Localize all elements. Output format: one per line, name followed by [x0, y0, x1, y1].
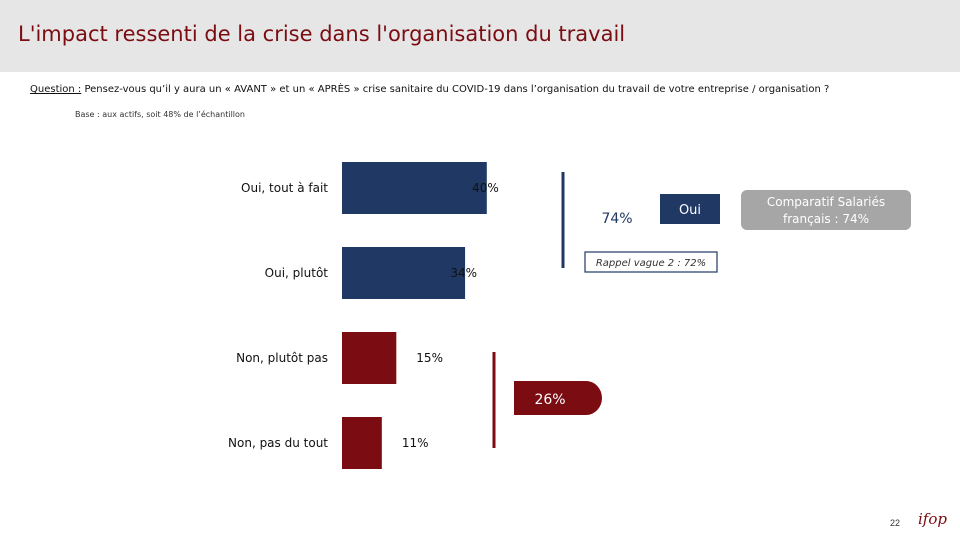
non-total-box [514, 381, 602, 415]
question-text: Pensez-vous qu’il y aura un « AVANT » et… [81, 84, 830, 95]
page-number: 22 [890, 518, 901, 528]
bar-3 [342, 332, 397, 384]
category-label-2: Oui, plutôt [265, 266, 329, 280]
bar-1 [342, 162, 487, 214]
comparatif-line-2: français : 74% [783, 212, 869, 226]
rappel-box [584, 251, 718, 273]
non-total-label: 26% [534, 392, 565, 408]
question-line: Question : Pensez-vous qu’il y aura un «… [30, 84, 829, 95]
category-label-3: Non, plutôt pas [236, 351, 328, 365]
page-title: L'impact ressenti de la crise dans l'org… [18, 22, 626, 46]
svg-text:ifop: ifop [918, 510, 947, 528]
oui-total-box [585, 190, 662, 222]
value-label-4: 11% [402, 436, 429, 450]
question-label: Question : [30, 84, 82, 95]
header-bar: L'impact ressenti de la crise dans l'org… [0, 0, 960, 72]
oui-group-label: Oui [679, 203, 701, 218]
ifop-logo: ifop [918, 510, 947, 528]
category-label-4: Non, pas du tout [228, 436, 328, 450]
bar-4 [342, 417, 382, 469]
comparatif-box [741, 190, 911, 230]
value-label-3: 15% [416, 351, 443, 365]
rappel-label: Rappel vague 2 : 72% [596, 258, 706, 269]
bar-2 [342, 247, 466, 299]
oui-group-box [660, 194, 720, 224]
category-label-1: Oui, tout à fait [241, 181, 328, 195]
value-label-2: 34% [450, 266, 477, 280]
oui-total-label: 74% [601, 211, 632, 227]
base-note: Base : aux actifs, soit 48% de l’échanti… [75, 110, 245, 119]
value-label-1: 40% [472, 181, 499, 195]
comparatif-line-1: Comparatif Salariés [767, 195, 885, 209]
